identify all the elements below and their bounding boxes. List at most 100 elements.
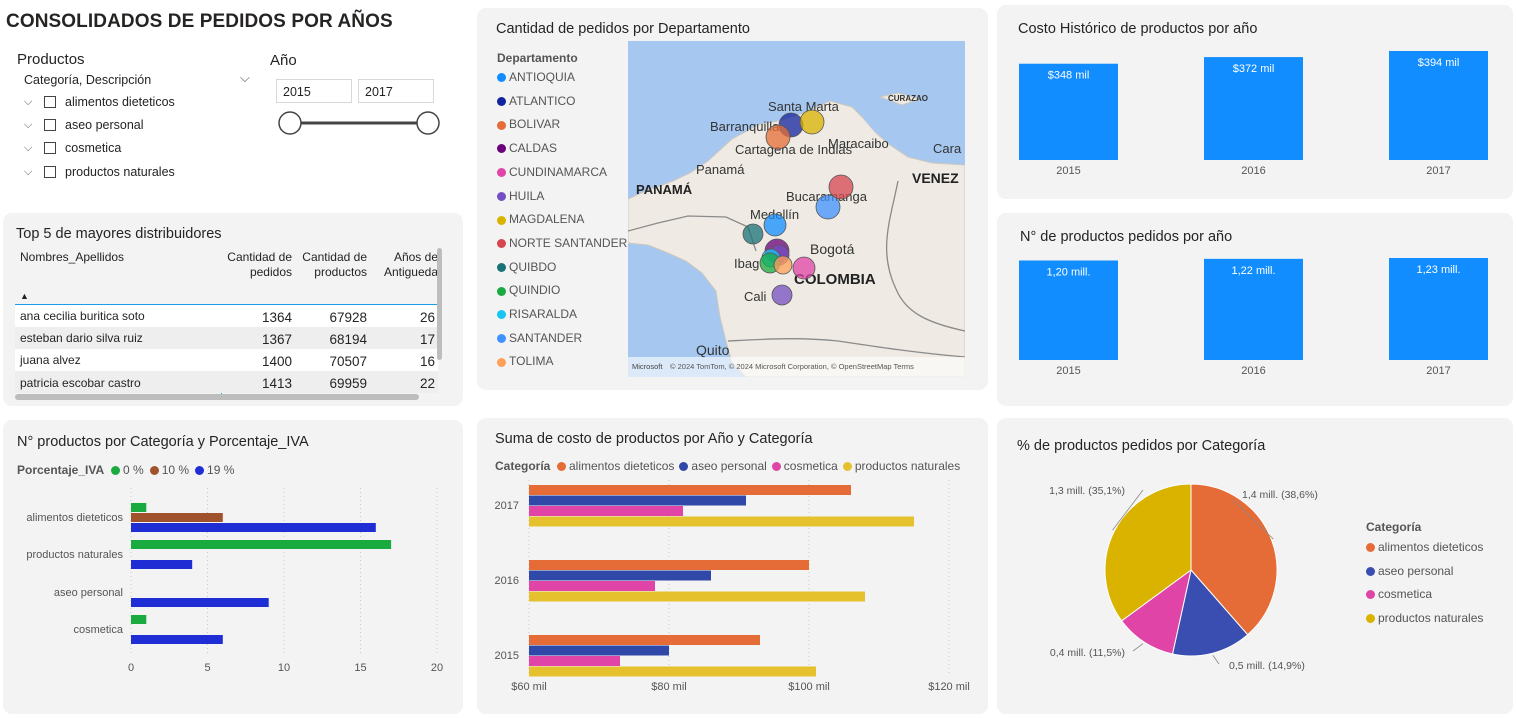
bar[interactable]: [529, 656, 620, 666]
bar[interactable]: [529, 591, 865, 602]
n-productos-chart[interactable]: 1,20 mill. 2015 1,22 mill. 2016 1,23 mill. 20…: [997, 213, 1513, 406]
map-legend-item[interactable]: RISARALDA: [497, 307, 577, 321]
map-place-label: Bogotá: [810, 241, 855, 257]
vertical-scrollbar[interactable]: [437, 248, 442, 360]
map-bubble-magdalena[interactable]: [799, 109, 825, 135]
map-bubble-norte-santander[interactable]: [828, 174, 854, 200]
checkbox[interactable]: [44, 142, 56, 154]
table-row[interactable]: [15, 349, 438, 371]
pie-slice[interactable]: [1171, 568, 1249, 657]
map-legend-item[interactable]: TOLIMA: [497, 354, 553, 368]
map-legend-item[interactable]: MAGDALENA: [497, 212, 584, 226]
map-attribution[interactable]: © 2024 TomTom, © 2024 Microsoft Corporat…: [670, 362, 914, 371]
map-bubble-santander[interactable]: [815, 194, 841, 220]
checkbox[interactable]: [44, 96, 56, 108]
map-bubble-cundinamarca[interactable]: [792, 256, 816, 280]
chevron-down-icon[interactable]: ⌵: [24, 95, 33, 108]
map-legend-item[interactable]: CUNDINAMARCA: [497, 165, 607, 179]
sort-asc-icon[interactable]: ▲: [20, 291, 29, 301]
year-range-slider[interactable]: [276, 110, 446, 138]
bar[interactable]: [529, 516, 914, 527]
pie-slice[interactable]: [1120, 568, 1192, 655]
map-bubble-huila[interactable]: [771, 284, 793, 306]
chevron-down-icon[interactable]: ⌵: [24, 141, 33, 154]
horizontal-scrollbar[interactable]: [15, 394, 419, 400]
bar[interactable]: [1389, 258, 1488, 360]
data-label: 1,20 mill.: [1046, 266, 1090, 278]
table-row[interactable]: [15, 371, 438, 393]
bar[interactable]: [1204, 258, 1303, 360]
pie-slice[interactable]: [1104, 483, 1192, 622]
pie-legend-item[interactable]: productos naturales: [1366, 611, 1483, 625]
map-legend-item[interactable]: ATLANTICO: [497, 94, 575, 108]
map-legend-item[interactable]: NORTE SANTANDER: [497, 236, 627, 250]
bar[interactable]: [529, 635, 760, 645]
colombia-map[interactable]: Santa Marta CURAZAO Barranquilla Maracai…: [628, 41, 965, 377]
map-legend-item[interactable]: CALDAS: [497, 141, 557, 155]
chevron-down-icon[interactable]: ⌵: [240, 70, 250, 85]
pie-chart[interactable]: 1,4 mill. (38,6%) 0,5 mill. (14,9%) 0,4 mi…: [997, 418, 1513, 714]
cell-productos: 69959: [329, 376, 367, 391]
slicer-item-cosmetica[interactable]: ⌵ cosmetica: [24, 141, 121, 155]
map-legend-item[interactable]: QUIBDO: [497, 260, 556, 274]
bar[interactable]: [529, 506, 683, 516]
pie-legend-item[interactable]: aseo personal: [1366, 564, 1453, 578]
bar[interactable]: [131, 523, 376, 532]
x-tick-label: 0: [128, 662, 134, 674]
checkbox[interactable]: [44, 119, 56, 131]
bar[interactable]: [529, 645, 669, 656]
map-bubble-tolima[interactable]: [773, 255, 793, 275]
bar[interactable]: [131, 513, 223, 522]
costo-historico-chart[interactable]: $348 mil 2015 $372 mil 2016 $394 mil 2017: [997, 5, 1513, 199]
chevron-down-icon[interactable]: ⌵: [24, 165, 33, 178]
chevron-down-icon[interactable]: ⌵: [24, 118, 33, 131]
bar[interactable]: [131, 615, 147, 624]
map-bubble-bolivar[interactable]: [765, 124, 791, 150]
table-row[interactable]: [15, 327, 438, 349]
col-header-productos[interactable]: Cantidad de productos: [302, 250, 367, 279]
year-from-input[interactable]: 2015: [276, 79, 352, 103]
bar[interactable]: [131, 635, 223, 644]
checkbox[interactable]: [44, 166, 56, 178]
map-legend-item[interactable]: SANTANDER: [497, 331, 582, 345]
bar[interactable]: [1204, 57, 1303, 160]
bar[interactable]: [529, 570, 711, 581]
slicer-item-aseo[interactable]: ⌵ aseo personal: [24, 118, 144, 132]
col-header-anios[interactable]: Años de Antigueda: [383, 250, 438, 279]
bar[interactable]: [1389, 51, 1488, 160]
map-legend-item[interactable]: QUINDIO: [497, 283, 560, 297]
pie-legend-item[interactable]: cosmetica: [1366, 587, 1432, 601]
bar[interactable]: [1019, 260, 1118, 360]
bar[interactable]: [529, 666, 816, 677]
slider-handle-start[interactable]: [278, 111, 302, 135]
slicer-item-alimentos[interactable]: ⌵ alimentos dieteticos: [24, 95, 175, 109]
bar[interactable]: [1019, 63, 1118, 160]
map-place-label: Barranquilla: [710, 119, 780, 134]
map-bubble-antioquia[interactable]: [763, 213, 787, 237]
bar[interactable]: [529, 485, 851, 495]
map-legend-item[interactable]: ANTIOQUIA: [497, 70, 575, 84]
iva-chart[interactable]: 0 5 10 15 20 alimentos dieteticos productos na…: [3, 420, 463, 714]
table-row[interactable]: [15, 305, 438, 327]
slider-handle-end[interactable]: [416, 111, 440, 135]
bar[interactable]: [131, 540, 392, 549]
col-header-pedidos[interactable]: Cantidad de pedidos: [227, 250, 292, 279]
bar[interactable]: [529, 560, 809, 570]
map-legend-item[interactable]: HUILA: [497, 189, 544, 203]
y-tick-label: 2017: [495, 500, 519, 512]
map-legend-item[interactable]: BOLIVAR: [497, 117, 560, 131]
bar[interactable]: [131, 503, 147, 512]
bar[interactable]: [131, 598, 269, 607]
slicer-item-naturales[interactable]: ⌵ productos naturales: [24, 165, 175, 179]
bar[interactable]: [529, 495, 746, 506]
legend-label: CUNDINAMARCA: [509, 164, 608, 179]
year-to-input[interactable]: 2017: [358, 79, 434, 103]
bar[interactable]: [529, 581, 655, 591]
x-tick-label: $120 mil: [928, 681, 970, 693]
pie-legend-item[interactable]: alimentos dieteticos: [1366, 540, 1483, 554]
map-place-label: Ibag: [734, 256, 759, 271]
map-bubble-quibdo[interactable]: [742, 223, 764, 245]
col-header-nombres[interactable]: Nombres_Apellidos: [20, 250, 125, 264]
costo-cat-chart[interactable]: $60 mil $80 mil $100 mil $120 mil 2017 2016 20…: [477, 418, 988, 714]
bar[interactable]: [131, 560, 193, 569]
